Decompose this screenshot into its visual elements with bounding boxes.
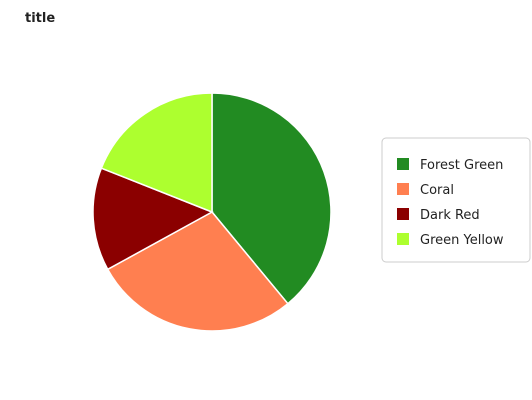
legend-items: Forest Green Coral Dark Red Green Yellow bbox=[397, 158, 504, 248]
chart-title: title bbox=[25, 11, 55, 26]
legend-label-coral: Coral bbox=[420, 183, 454, 198]
legend-item-forest-green: Forest Green bbox=[397, 158, 503, 173]
pie-slice-forest-green bbox=[211, 92, 332, 305]
legend-swatch-dark-red bbox=[397, 208, 409, 220]
legend-box bbox=[381, 137, 531, 263]
legend-label-dark-red: Dark Red bbox=[420, 208, 480, 223]
legend-swatch-coral bbox=[397, 183, 409, 195]
pie-slice-green-yellow bbox=[100, 92, 213, 214]
legend-item-green-yellow: Green Yellow bbox=[397, 233, 504, 248]
legend-label-forest-green: Forest Green bbox=[420, 158, 503, 173]
legend-label-green-yellow: Green Yellow bbox=[420, 233, 504, 248]
legend-item-coral: Coral bbox=[397, 183, 454, 198]
pie-slices bbox=[92, 92, 332, 332]
legend-swatch-forest-green bbox=[397, 158, 409, 170]
legend: Forest Green Coral Dark Red Green Yellow bbox=[381, 137, 531, 263]
pie-slice-coral bbox=[106, 211, 289, 332]
legend-swatch-green-yellow bbox=[397, 233, 409, 245]
legend-item-dark-red: Dark Red bbox=[397, 208, 480, 223]
pie-slice-dark-red bbox=[92, 167, 214, 271]
